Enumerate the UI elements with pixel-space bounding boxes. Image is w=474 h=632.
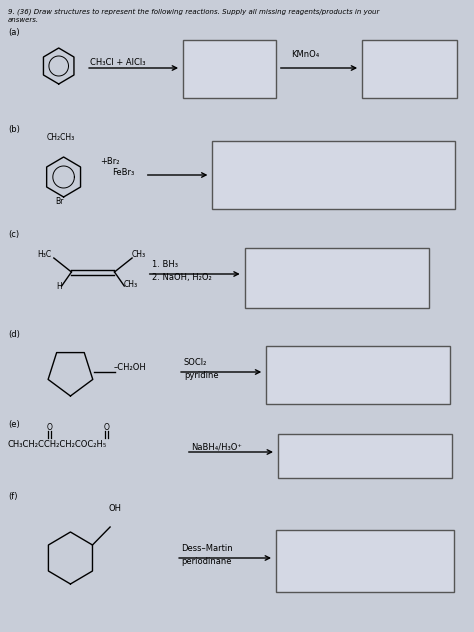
Text: 1. BH₃: 1. BH₃ [152, 260, 178, 269]
Text: H₃C: H₃C [37, 250, 51, 259]
Text: 2. NaOH, H₂O₂: 2. NaOH, H₂O₂ [152, 273, 211, 282]
Text: pyridine: pyridine [184, 371, 219, 380]
Text: OH: OH [108, 504, 121, 513]
Text: FeBr₃: FeBr₃ [112, 168, 135, 177]
Text: O: O [47, 423, 53, 432]
Text: answers.: answers. [8, 17, 39, 23]
Text: CH₃Cl + AlCl₃: CH₃Cl + AlCl₃ [90, 58, 146, 67]
Text: (e): (e) [8, 420, 19, 429]
Text: (c): (c) [8, 230, 19, 239]
Text: H: H [56, 282, 62, 291]
Text: Br: Br [55, 197, 63, 206]
Text: (b): (b) [8, 125, 20, 134]
Text: KMnO₄: KMnO₄ [292, 50, 320, 59]
Bar [245, 248, 428, 308]
Bar [212, 141, 455, 209]
Text: (d): (d) [8, 330, 20, 339]
Text: CH₃: CH₃ [123, 280, 137, 289]
Text: O: O [104, 423, 109, 432]
Text: NaBH₄/H₃O⁺: NaBH₄/H₃O⁺ [191, 442, 242, 451]
Bar [362, 40, 457, 98]
Text: –CH₂OH: –CH₂OH [113, 363, 146, 372]
Text: periodinane: periodinane [181, 557, 231, 566]
Text: +Br₂: +Br₂ [100, 157, 119, 166]
Text: CH₃: CH₃ [132, 250, 146, 259]
Bar [276, 530, 454, 592]
Text: (f): (f) [8, 492, 18, 501]
Text: CH₂CH₃: CH₂CH₃ [47, 133, 75, 142]
Text: 9. (36) Draw structures to represent the following reactions. Supply all missing: 9. (36) Draw structures to represent the… [8, 8, 379, 15]
Text: Dess–Martin: Dess–Martin [181, 544, 233, 553]
Text: SOCl₂: SOCl₂ [184, 358, 207, 367]
Bar [266, 346, 450, 404]
Text: (a): (a) [8, 28, 19, 37]
Bar [278, 434, 452, 478]
Text: CH₃CH₂CCH₂CH₂COC₂H₅: CH₃CH₂CCH₂CH₂COC₂H₅ [8, 440, 107, 449]
Bar [183, 40, 276, 98]
